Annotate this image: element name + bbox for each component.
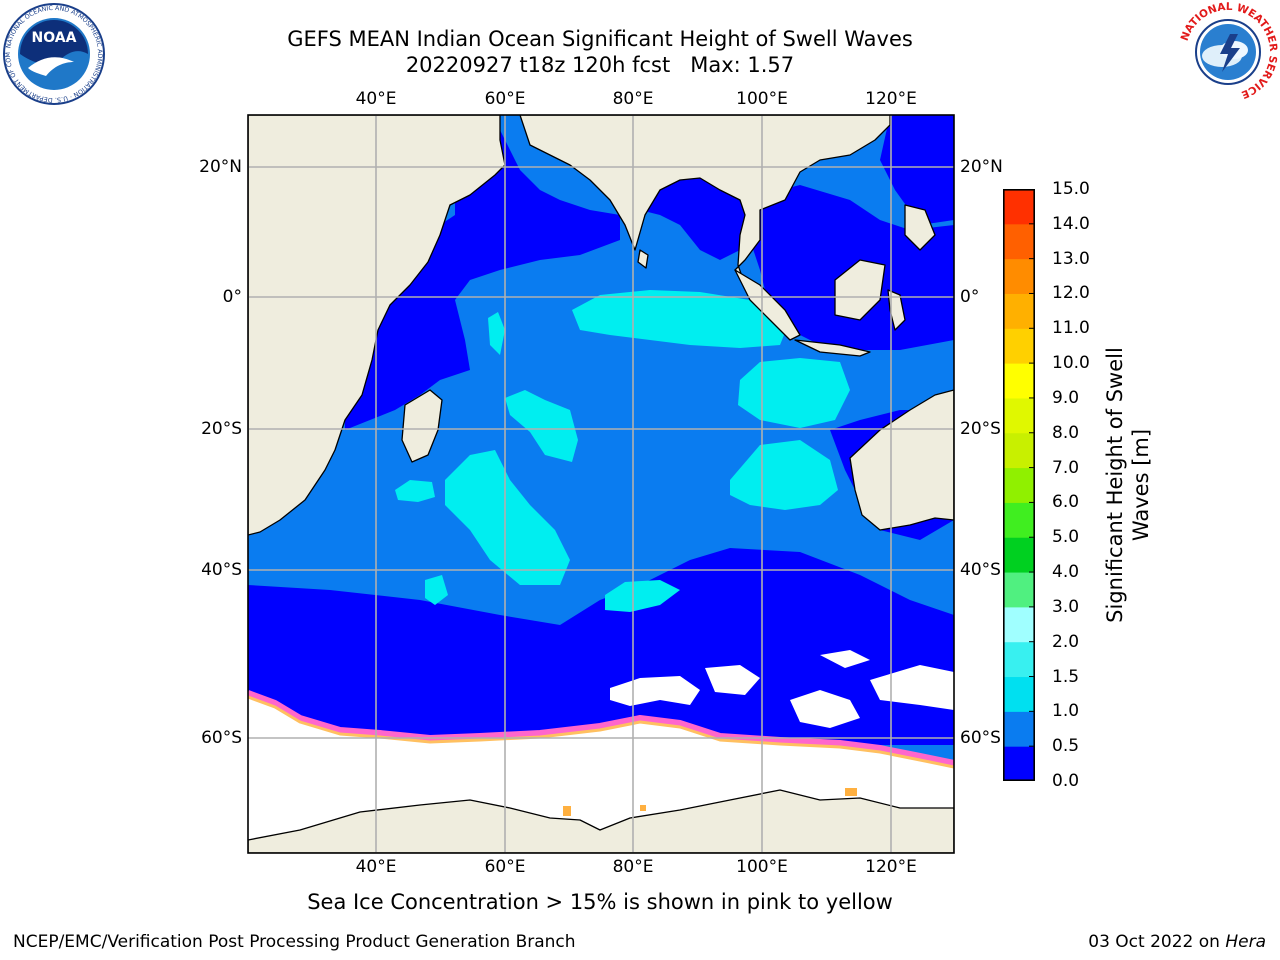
lon-tick-bottom-3: 80°E	[612, 857, 654, 877]
colorbar-tick-label: 6.0	[1052, 492, 1080, 513]
lon-tick-bottom-2: 60°E	[484, 857, 526, 877]
colorbar-segment	[1003, 467, 1035, 503]
sea-ice-spots	[563, 788, 857, 816]
colorbar-segment	[1003, 258, 1035, 294]
colorbar-segment	[1003, 572, 1035, 608]
colorbar-tick-label: 5.0	[1052, 527, 1080, 548]
footer-credit: NCEP/EMC/Verification Post Processing Pr…	[13, 932, 576, 952]
colorbar-label-line-2: Waves [m]	[1129, 428, 1153, 542]
colorbar-tick-label: 9.0	[1052, 387, 1080, 408]
colorbar-label-line-1: Significant Height of Swell	[1103, 347, 1127, 623]
lat-tick-left-4: 40°S	[201, 560, 242, 580]
colorbar-tick-label: 15.0	[1052, 179, 1090, 199]
colorbar-tick-label: 0.5	[1052, 736, 1080, 757]
colorbar-tick-label: 14.0	[1052, 213, 1090, 234]
colorbar-segment	[1003, 328, 1035, 364]
lat-tick-left-1: 20°N	[199, 157, 242, 177]
chart-title: GEFS MEAN Indian Ocean Significant Heigh…	[200, 26, 1000, 78]
lon-tick-top-2: 60°E	[484, 89, 526, 109]
colorbar-segment	[1003, 189, 1035, 225]
title-line-2: 20220927 t18z 120h fcst Max: 1.57	[405, 53, 795, 77]
lat-tick-right-4: 40°S	[960, 560, 1001, 580]
colorbar-tick-label: 1.0	[1052, 701, 1080, 722]
colorbar-tick-label: 7.0	[1052, 457, 1080, 478]
colorbar-segment	[1003, 711, 1035, 747]
colorbar	[1003, 189, 1035, 781]
colorbar-frame	[1003, 189, 1035, 781]
lat-tick-right-3: 20°S	[960, 419, 1001, 439]
colorbar-segment	[1003, 676, 1035, 712]
colorbar-segment	[1003, 397, 1035, 434]
lon-tick-top-1: 40°E	[355, 89, 397, 109]
colorbar-segment	[1003, 641, 1035, 678]
lon-tick-top-4: 100°E	[736, 89, 788, 109]
swell-1.0-1.5-patches	[395, 290, 850, 612]
colorbar-tick-label: 0.0	[1052, 771, 1080, 791]
footer-date: 03 Oct 2022 on Hera	[1088, 932, 1266, 952]
colorbar-segment	[1003, 746, 1035, 781]
lat-tick-right-1: 20°N	[960, 157, 1003, 177]
footer-host: Hera	[1225, 932, 1266, 952]
colorbar-segment	[1003, 223, 1035, 260]
lat-tick-left-2: 0°	[222, 287, 242, 307]
gridlines	[248, 115, 954, 853]
map-frame	[247, 114, 955, 854]
colorbar-segment	[1003, 606, 1035, 643]
lon-tick-bottom-5: 120°E	[865, 857, 917, 877]
sea-ice-edge	[248, 690, 954, 769]
colorbar-tick-label: 8.0	[1052, 422, 1080, 443]
colorbar-tick-label: 1.5	[1052, 666, 1080, 687]
lon-tick-bottom-1: 40°E	[355, 857, 397, 877]
colorbar-tick-label: 12.0	[1052, 283, 1090, 304]
lat-tick-left-5: 60°S	[201, 728, 242, 748]
colorbar-segment	[1003, 502, 1035, 538]
lon-tick-top-5: 120°E	[865, 89, 917, 109]
nws-logo-icon: NATIONAL WEATHER SERVICE	[1178, 1, 1279, 102]
colorbar-segment	[1003, 363, 1035, 399]
lon-tick-bottom-4: 100°E	[736, 857, 788, 877]
colorbar-tick-label: 11.0	[1052, 318, 1090, 339]
colorbar-tick-label: 2.0	[1052, 631, 1080, 652]
lat-tick-right-2: 0°	[960, 287, 980, 307]
lat-tick-right-5: 60°S	[960, 728, 1001, 748]
colorbar-tick-label: 4.0	[1052, 562, 1080, 583]
colorbar-tick-label: 10.0	[1052, 353, 1090, 374]
lat-tick-left-3: 20°S	[201, 419, 242, 439]
footer-date-text: 03 Oct 2022 on	[1088, 932, 1226, 952]
lon-tick-top-3: 80°E	[612, 89, 654, 109]
colorbar-segment	[1003, 432, 1035, 469]
noaa-logo-text: NOAA	[32, 30, 77, 46]
colorbar-tick-label: 3.0	[1052, 596, 1080, 617]
colorbar-tick-label: 13.0	[1052, 248, 1090, 269]
noaa-logo-icon: NATIONAL OCEANIC AND ATMOSPHERIC ADMINIS…	[2, 2, 105, 105]
colorbar-label: Significant Height of Swell Waves [m]	[1102, 275, 1154, 695]
colorbar-segment	[1003, 537, 1035, 573]
colorbar-segment	[1003, 293, 1035, 329]
title-line-1: GEFS MEAN Indian Ocean Significant Heigh…	[287, 27, 913, 51]
sea-ice-caption: Sea Ice Concentration > 15% is shown in …	[307, 890, 893, 914]
